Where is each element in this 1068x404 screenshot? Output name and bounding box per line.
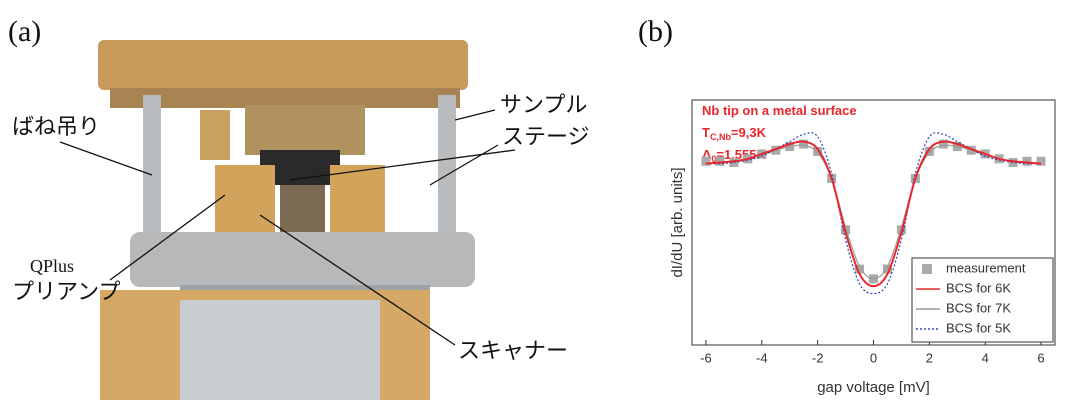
annotation: スキャナー [458,339,568,364]
annotation-part: C,Nb [710,132,731,142]
x-tick-label: 2 [926,350,933,365]
marker [729,157,739,167]
line [705,132,1042,295]
marker [799,139,809,149]
marker [1008,157,1018,167]
legend-box [911,257,1054,343]
annotation: ステージ [502,125,590,150]
x-tick-label: -6 [700,350,712,365]
legend-label: measurement [946,260,1026,275]
x-tick-label: 6 [1037,350,1044,365]
panel-label: (a) [8,15,41,48]
marker [938,139,948,149]
annotation-part: =9,3K [731,125,767,140]
x-tick-label: 0 [870,350,877,365]
legend-label: BCS for 5K [946,320,1011,335]
annotation-part: Nb tip on a metal surface [702,103,857,118]
x-tick-label: 4 [982,350,989,365]
panel-label: (b) [638,15,673,48]
annotation-part: Δ [702,147,711,162]
photo [95,0,475,400]
annotation: Nb tip on a metal surface [702,103,857,118]
marker [924,146,934,156]
annotation: サンプル [500,93,587,118]
x-tick-label: -2 [812,350,824,365]
y-axis-label: dI/dU [arb. units] [669,167,686,277]
marker [701,156,711,166]
annotation: TC,Nb=9,3K [702,125,767,142]
line [705,140,1042,288]
annotation-part: 0 [711,154,716,164]
marker [1022,156,1032,166]
leader-lines [59,109,516,346]
annotation: プリアンプ [12,280,120,305]
line [705,144,1042,280]
x-axis-label: gap voltage [mV] [817,379,930,396]
annotation: ばね吊り [12,115,100,140]
marker [813,146,823,156]
annotation-part: T [702,125,710,140]
legend-label: BCS for 6K [946,280,1011,295]
legend-swatch [922,264,932,274]
marker [1036,156,1046,166]
marker [882,264,892,274]
marker [855,264,865,274]
annotation: QPlus [30,256,74,276]
x-tick-label: -4 [756,350,768,365]
marker [715,156,725,166]
legend-label: BCS for 7K [946,300,1011,315]
